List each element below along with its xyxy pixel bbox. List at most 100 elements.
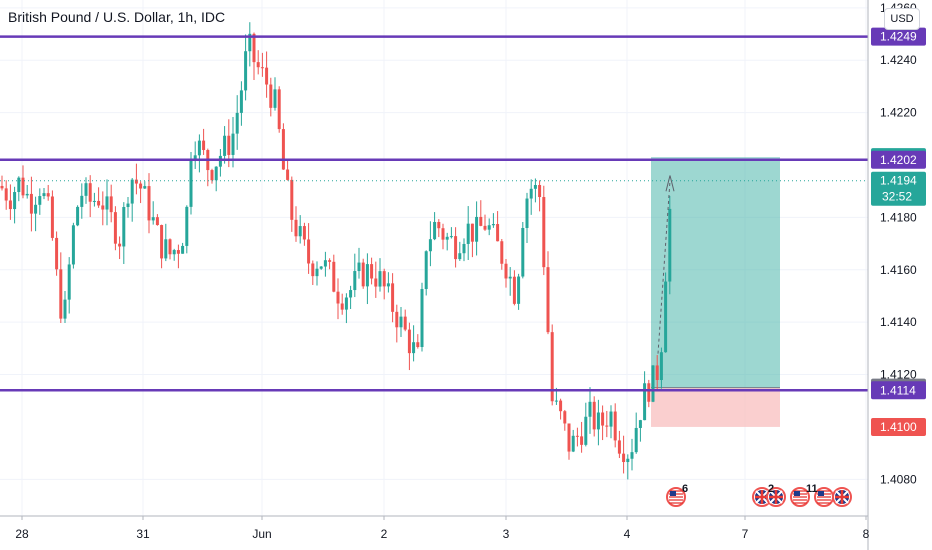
candle-body bbox=[634, 427, 638, 453]
candle-body bbox=[46, 193, 50, 197]
last-price-tag bbox=[871, 171, 926, 206]
candle-body bbox=[643, 383, 647, 421]
candle-body bbox=[605, 425, 609, 427]
candle-body bbox=[109, 196, 113, 213]
candle-body bbox=[202, 140, 206, 151]
candle-body bbox=[445, 236, 449, 240]
candle-body bbox=[617, 440, 621, 454]
event-count: 2 bbox=[768, 483, 774, 495]
candle-body bbox=[584, 416, 588, 445]
candle-body bbox=[319, 266, 323, 269]
candle-body bbox=[256, 62, 260, 68]
candle-body bbox=[567, 423, 571, 452]
candle-body bbox=[105, 196, 109, 210]
candle-body bbox=[601, 412, 605, 426]
candle-body bbox=[311, 263, 315, 277]
currency-button[interactable]: USD bbox=[884, 8, 920, 30]
candle-body bbox=[294, 219, 298, 237]
candle-body bbox=[613, 411, 617, 441]
x-tick-label: 8 bbox=[863, 527, 870, 541]
candle-body bbox=[244, 51, 248, 91]
candle-body bbox=[344, 297, 348, 310]
y-tick-label: 1.4140 bbox=[880, 315, 917, 329]
candle-body bbox=[126, 203, 130, 208]
candle-body bbox=[235, 112, 239, 134]
candle-body bbox=[416, 342, 420, 348]
y-tick-label: 1.4160 bbox=[880, 263, 917, 277]
candle-body bbox=[80, 195, 84, 207]
candle-body bbox=[542, 197, 546, 268]
candle-body bbox=[659, 352, 663, 381]
trade-arrow bbox=[657, 180, 671, 354]
x-tick-label: 31 bbox=[136, 527, 150, 541]
flag-canton bbox=[670, 491, 676, 496]
candle-body bbox=[571, 435, 575, 452]
candle-body bbox=[647, 383, 651, 402]
candle-body bbox=[332, 261, 336, 292]
candle-body bbox=[638, 420, 642, 428]
candle-body bbox=[21, 177, 25, 196]
candle-body bbox=[231, 133, 235, 155]
x-tick-label: 4 bbox=[624, 527, 631, 541]
candle-body bbox=[218, 155, 222, 167]
x-tick-label: 7 bbox=[742, 527, 749, 541]
candle-body bbox=[437, 221, 441, 229]
candle-body bbox=[588, 401, 592, 417]
candle-body bbox=[454, 236, 458, 260]
candle-body bbox=[164, 239, 168, 259]
candle-body bbox=[336, 291, 340, 304]
countdown-label: 32:52 bbox=[882, 190, 912, 204]
candle-body bbox=[227, 135, 231, 155]
candle-body bbox=[626, 458, 630, 463]
candle-body bbox=[239, 90, 243, 113]
candle-body bbox=[130, 179, 134, 204]
candle-body bbox=[76, 206, 80, 226]
candle-body bbox=[134, 179, 138, 184]
candle-body bbox=[185, 206, 189, 246]
flag-canton bbox=[818, 491, 824, 496]
candle-body bbox=[176, 250, 180, 254]
x-tick-label: 3 bbox=[503, 527, 510, 541]
candle-body bbox=[101, 205, 105, 210]
candle-body bbox=[307, 239, 311, 264]
candle-body bbox=[496, 224, 500, 242]
candle-body bbox=[420, 289, 424, 348]
candle-body bbox=[525, 198, 529, 229]
candle-body bbox=[521, 228, 525, 277]
candle-body bbox=[554, 400, 558, 402]
candle-body bbox=[315, 268, 319, 277]
candle-body bbox=[160, 225, 164, 259]
price-tag-label: 1.4114 bbox=[880, 383, 916, 397]
candle-body bbox=[412, 342, 416, 354]
candle-body bbox=[29, 193, 33, 214]
candle-body bbox=[92, 200, 96, 202]
candle-body bbox=[374, 278, 378, 287]
candle-body bbox=[395, 311, 399, 328]
candle-body bbox=[433, 221, 437, 240]
candle-body bbox=[370, 264, 374, 279]
flag-canton bbox=[794, 491, 800, 496]
candle-body bbox=[475, 216, 479, 242]
candle-body bbox=[269, 84, 273, 108]
candle-body bbox=[302, 226, 306, 240]
y-tick-label: 1.4220 bbox=[880, 106, 917, 120]
candle-body bbox=[378, 271, 382, 287]
candle-body bbox=[323, 260, 327, 267]
candle-body bbox=[349, 290, 353, 298]
candle-body bbox=[139, 183, 143, 189]
x-tick-label: Jun bbox=[252, 527, 271, 541]
candle-body bbox=[563, 411, 567, 424]
candle-body bbox=[143, 186, 147, 189]
candle-body bbox=[260, 67, 264, 69]
candle-body bbox=[622, 453, 626, 463]
trade-arrow-head bbox=[665, 175, 675, 192]
candle-body bbox=[466, 223, 470, 244]
candle-body bbox=[13, 192, 17, 210]
candle-body bbox=[575, 435, 579, 437]
price-tag-label: 1.4100 bbox=[880, 420, 917, 434]
candle-body bbox=[487, 225, 491, 230]
price-tag-label: 1.4202 bbox=[880, 153, 917, 167]
candle-body bbox=[340, 303, 344, 310]
